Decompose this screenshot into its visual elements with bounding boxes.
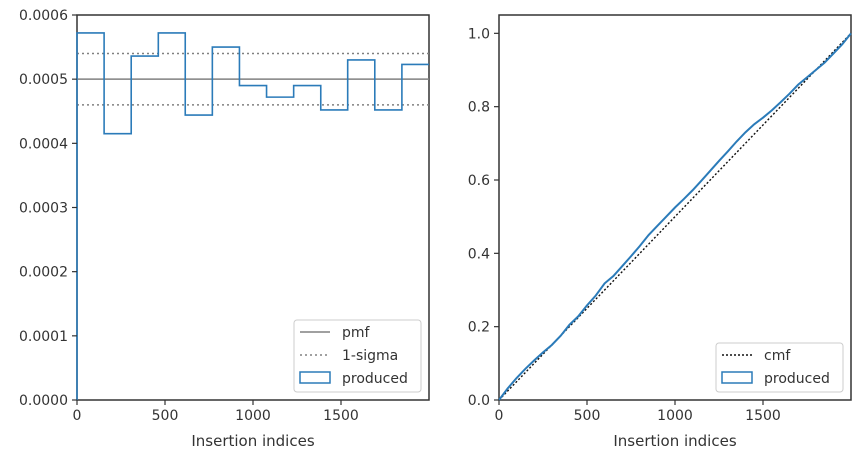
y-tick-label: 0.0002 xyxy=(19,265,68,281)
legend: cmf produced xyxy=(715,342,844,393)
x-tick-label: 500 xyxy=(152,408,179,424)
histogram-bin xyxy=(131,56,158,400)
y-tick-label: 0.0006 xyxy=(19,8,68,24)
x-tick-label: 1000 xyxy=(235,408,271,424)
histogram-step xyxy=(76,32,429,400)
legend-produced-label: produced xyxy=(342,371,408,387)
x-tick-label: 1500 xyxy=(745,408,781,424)
legend-produced-swatch xyxy=(299,371,331,384)
y-tick-label: 0.4 xyxy=(468,246,490,262)
x-tick-label: 1500 xyxy=(323,408,359,424)
y-tick-label: 0.0005 xyxy=(19,72,68,88)
legend: pmf 1-sigma produced xyxy=(293,319,422,393)
histogram-bin xyxy=(212,47,239,400)
y-tick-label: 0.2 xyxy=(468,320,490,336)
legend-produced-swatch xyxy=(721,371,753,384)
y-tick-label: 0.0 xyxy=(468,393,490,409)
x-axis-label: Insertion indices xyxy=(613,432,736,450)
histogram-bin xyxy=(185,115,212,400)
y-ticks: 0.0000 0.0001 0.0002 0.0003 0.0004 0.0005 0.00… xyxy=(19,8,77,409)
x-tick-label: 0 xyxy=(495,408,504,424)
y-tick-label: 0.0003 xyxy=(19,201,68,217)
histogram-bin xyxy=(104,134,131,400)
x-tick-label: 1000 xyxy=(657,408,693,424)
legend-cmf-label: cmf xyxy=(764,348,791,364)
legend-produced-label: produced xyxy=(764,371,830,387)
x-ticks: 0 500 1000 1500 xyxy=(73,400,359,424)
y-tick-label: 0.0001 xyxy=(19,329,68,345)
x-axis-label: Insertion indices xyxy=(191,432,314,450)
x-tick-label: 0 xyxy=(73,408,82,424)
histogram-bin xyxy=(158,33,185,400)
y-tick-label: 0.0000 xyxy=(19,393,68,409)
y-ticks: 0.0 0.2 0.4 0.6 0.8 1.0 xyxy=(468,26,499,409)
y-tick-label: 0.8 xyxy=(468,100,490,116)
cdf-marks xyxy=(498,32,852,401)
legend-sigma-label: 1-sigma xyxy=(342,348,398,364)
histogram-panel: 0 500 1000 1500 0.00000.00010.00020.00030.0… xyxy=(19,8,430,450)
x-tick-label: 500 xyxy=(574,408,601,424)
histogram-bin xyxy=(77,33,104,400)
histogram-bin xyxy=(239,86,266,400)
y-tick-label: 0.0004 xyxy=(19,136,68,152)
y-tick-label: 1.0 xyxy=(468,26,490,42)
legend-box xyxy=(293,319,422,393)
produced-line xyxy=(498,32,852,401)
x-ticks: 0 500 1000 1500 xyxy=(495,400,781,424)
legend-pmf-label: pmf xyxy=(342,325,371,341)
y-tick-label: 0.6 xyxy=(468,173,490,189)
histogram-bin xyxy=(267,97,294,400)
cdf-panel: 0 500 1000 1500 0.0 0.2 0.4 0.6 0.8 1.0 Insertio… xyxy=(468,14,852,450)
histogram-marks xyxy=(76,32,429,400)
